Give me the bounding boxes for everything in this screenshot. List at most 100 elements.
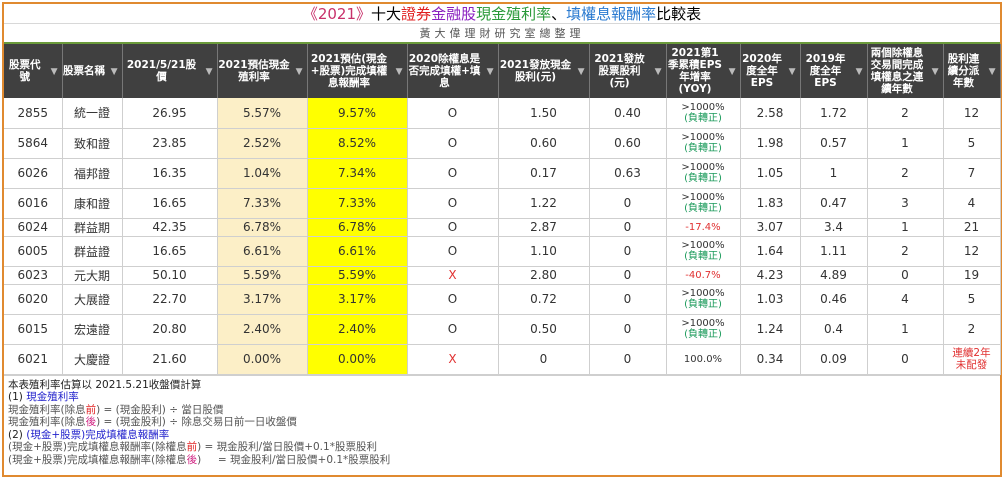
yoy-value: >1000%: [681, 318, 725, 329]
column-header: 股票代號 ▼: [4, 44, 63, 98]
table-row: 5864 致和證 23.85 2.52% 8.52% O 0.60 0.60 >1000% (負轉…: [4, 128, 1001, 159]
cell-eps19: 3.4: [800, 218, 868, 237]
cell-years: 12: [943, 236, 1001, 267]
cell-code: 2855: [4, 98, 63, 129]
cell-name: 群益證: [62, 236, 123, 267]
filter-icon[interactable]: ▼: [395, 67, 403, 77]
cell-cash: 1.22: [498, 188, 590, 219]
cell-yield: 7.33%: [217, 188, 308, 219]
cell-yoy: >1000% (負轉正): [666, 284, 741, 315]
filter-icon[interactable]: ▼: [50, 67, 58, 77]
cell-years: 12: [943, 98, 1001, 129]
cell-cash: 1.10: [498, 236, 590, 267]
filter-icon[interactable]: ▼: [295, 67, 303, 77]
note-text: ) = 現金股利/當日股價+0.1*股票股利: [197, 453, 391, 466]
yoy-note: (負轉正): [684, 329, 722, 340]
cell-ret: 6.61%: [307, 236, 408, 267]
cell-cash: 2.80: [498, 266, 590, 285]
cell-years: 2: [943, 314, 1001, 345]
cell-eps20: 1.98: [740, 128, 801, 159]
cell-price: 22.70: [122, 284, 218, 315]
cell-yield: 2.40%: [217, 314, 308, 345]
filter-icon[interactable]: ▼: [788, 67, 796, 77]
cell-price: 23.85: [122, 128, 218, 159]
note-text: 後: [85, 416, 97, 428]
cell-price: 50.10: [122, 266, 218, 285]
yoy-value: >1000%: [681, 162, 725, 173]
filter-icon[interactable]: ▼: [486, 67, 494, 77]
cell-yield: 5.59%: [217, 266, 308, 285]
cell-ret: 6.78%: [307, 218, 408, 237]
subtitle: 黃大偉理財研究室總整理: [4, 24, 1000, 44]
column-header: 2021第1季累積EPS年增率(YOY) ▼: [666, 44, 741, 98]
title-part: 填權息報酬率: [566, 5, 657, 23]
cell-cash: 0: [498, 344, 590, 375]
cell-stock: 0: [589, 188, 667, 219]
column-header: 兩個除權息交易間完成填權息之連續年數 ▼: [867, 44, 944, 98]
yoy-value: >1000%: [681, 240, 725, 251]
column-header: 2021發放股票股利(元) ▼: [589, 44, 667, 98]
table-row: 6021 大慶證 21.60 0.00% 0.00% X 0 0 100.0% 0.34 0.09 0…: [4, 344, 1001, 375]
note-text: ) = 現金股利/當日股價+0.1*股票股利: [197, 441, 377, 453]
column-header-label: 股票代號: [9, 59, 41, 83]
table-row: 6016 康和證 16.65 7.33% 7.33% O 1.22 0 >1000% (負轉正) 1…: [4, 188, 1001, 219]
cell-cash: 0.17: [498, 158, 590, 189]
cell-stock: 0: [589, 218, 667, 237]
cell-yield: 2.52%: [217, 128, 308, 159]
cell-stock: 0.40: [589, 98, 667, 129]
title-year: 《2021》: [302, 5, 372, 23]
cell-yield: 6.78%: [217, 218, 308, 237]
cell-code: 6016: [4, 188, 63, 219]
column-header: 2020年度全年EPS ▼: [740, 44, 801, 98]
cell-fill: 4: [867, 284, 944, 315]
column-header-label: 2021發放現金股利(元): [499, 59, 572, 83]
column-header: 2021預估(現金+股票)完成填權息報酬率 ▼: [307, 44, 408, 98]
cell-stock: 0: [589, 314, 667, 345]
cell-fill: 1: [867, 128, 944, 159]
cell-eps20: 1.03: [740, 284, 801, 315]
cell-years: 連續2年未配發: [943, 344, 1001, 375]
title-part: 十大: [371, 5, 402, 23]
filter-icon[interactable]: ▼: [855, 67, 863, 77]
yoy-value: >1000%: [681, 101, 725, 113]
cell-stock: 0.60: [589, 128, 667, 159]
yoy-value: 100.0%: [683, 353, 723, 365]
column-header-label: 2021/5/21股價: [126, 59, 197, 83]
cell-eps19: 0.4: [800, 314, 868, 345]
yoy-note: (負轉正): [684, 251, 722, 262]
table-row: 6015 宏遠證 20.80 2.40% 2.40% O 0.50 0 >1000% (負轉正) 1…: [4, 314, 1001, 345]
cell-fill: 0: [867, 266, 944, 285]
cell-price: 26.95: [122, 98, 218, 129]
cell-done: O: [407, 158, 499, 189]
cell-yoy: >1000% (負轉正): [666, 98, 741, 129]
filter-icon[interactable]: ▼: [110, 67, 118, 77]
note-line: (現金+股票)完成填權息報酬率(除權息後) = 現金股利/當日股價+0.1*股票…: [8, 454, 996, 467]
cell-yoy: >1000% (負轉正): [666, 188, 741, 219]
note-line: 現金殖利率(除息後) = (現金股利) ÷ 除息交易日前一日收盤價: [8, 416, 996, 429]
cell-eps20: 4.23: [740, 266, 801, 285]
yoy-value: -40.7%: [685, 269, 721, 281]
cell-eps20: 3.07: [740, 218, 801, 237]
column-header-label: 2020年度全年EPS: [742, 53, 782, 89]
column-header-label: 2019年度全年EPS: [805, 53, 846, 89]
cell-name: 福邦證: [62, 158, 123, 189]
note-text: 現金殖利率: [26, 391, 79, 403]
cell-eps20: 1.64: [740, 236, 801, 267]
note-text: 前: [85, 403, 97, 416]
cell-price: 16.65: [122, 188, 218, 219]
cell-ret: 2.40%: [307, 314, 408, 345]
cell-ret: 5.59%: [307, 266, 408, 285]
filter-icon[interactable]: ▼: [577, 67, 585, 77]
title-part: 比較表: [656, 5, 702, 23]
cell-code: 6005: [4, 236, 63, 267]
filter-icon[interactable]: ▼: [988, 67, 996, 77]
cell-name: 宏遠證: [62, 314, 123, 345]
column-header-label: 2021預估現金殖利率: [218, 59, 290, 83]
filter-icon[interactable]: ▼: [654, 67, 662, 77]
cell-price: 16.35: [122, 158, 218, 189]
filter-icon[interactable]: ▼: [931, 67, 939, 77]
filter-icon[interactable]: ▼: [728, 67, 736, 77]
filter-icon[interactable]: ▼: [205, 67, 213, 77]
cell-eps19: 0.47: [800, 188, 868, 219]
